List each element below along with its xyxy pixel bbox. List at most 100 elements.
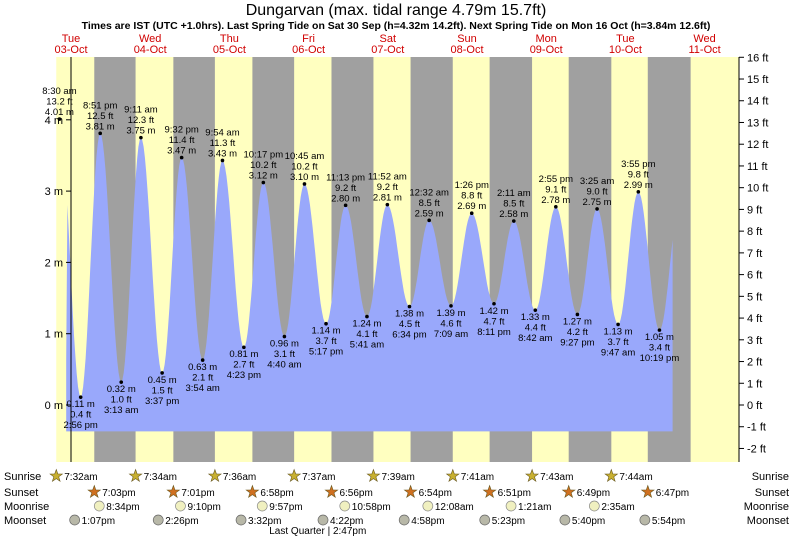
- sunrise-time: 7:32am: [64, 472, 97, 483]
- tide-point: [512, 219, 516, 223]
- tide-label: 3.1 ft: [274, 349, 295, 360]
- tide-label: 12:32 am: [409, 187, 449, 198]
- y-tick-label: 12 ft: [747, 139, 768, 151]
- sunset-icon: [482, 484, 497, 499]
- y-tick-label: 4 ft: [747, 313, 762, 325]
- moonset-time: 4:58pm: [411, 516, 444, 527]
- tide-label: 3:55 pm: [621, 159, 655, 170]
- tide-point: [220, 158, 225, 163]
- tide-label: 1.27 m: [563, 316, 592, 327]
- astro-row-label: Sunset: [755, 487, 789, 499]
- tide-point: [616, 322, 620, 327]
- sunset-icon: [561, 484, 576, 499]
- day-name: Tue: [616, 33, 635, 45]
- sunset-icon: [87, 484, 102, 499]
- moonset-icon: [235, 514, 247, 526]
- y-tick-label: 3 m: [45, 186, 63, 198]
- sunset-time: 7:01pm: [181, 488, 214, 499]
- tide-label: 8:30 am: [42, 86, 76, 97]
- tide-point: [343, 203, 348, 208]
- tide-point: [98, 131, 103, 136]
- tide-label: 4.5 ft: [399, 319, 420, 330]
- tide-label: 2.75 m: [583, 197, 612, 208]
- tide-point: [407, 304, 412, 309]
- moonrise-icon: [256, 500, 268, 512]
- astro-row-label: Sunrise: [752, 471, 789, 483]
- day-date: 05-Oct: [213, 44, 246, 56]
- tide-label: 2:56 pm: [64, 420, 98, 431]
- tide-label: 8:42 am: [518, 333, 552, 344]
- tide-point: [427, 218, 431, 223]
- sunrise-icon: [287, 468, 302, 483]
- moonset-icon: [69, 514, 81, 526]
- tide-point: [139, 135, 143, 140]
- sunrise-time: 7:41am: [461, 472, 494, 483]
- tide-label: 4:40 am: [267, 360, 301, 371]
- moonrise-icon: [505, 500, 517, 512]
- tide-point: [469, 211, 474, 216]
- tide-label: 8.8 ft: [461, 191, 482, 202]
- tide-label: 9.1 ft: [545, 184, 566, 195]
- tide-point: [595, 207, 599, 211]
- sunrise-icon: [207, 468, 222, 483]
- sunrise-icon: [604, 468, 619, 483]
- moonset-icon: [317, 514, 329, 526]
- tide-label: 4.2 ft: [567, 327, 588, 338]
- tide-point: [533, 308, 538, 312]
- tide-label: 3.75 m: [126, 126, 155, 137]
- tide-label: 11:52 am: [368, 172, 407, 183]
- moonrise-icon: [422, 500, 434, 512]
- tide-label: 2.58 m: [499, 209, 528, 220]
- sunrise-icon: [525, 468, 540, 483]
- sunset-time: 6:47pm: [656, 488, 689, 499]
- tide-label: 1.42 m: [479, 306, 508, 317]
- astro-row-label: Moonset: [747, 515, 789, 527]
- tide-label: 13.2 ft: [46, 97, 73, 108]
- tide-point: [78, 395, 83, 399]
- moonset-time: 5:54pm: [652, 516, 685, 527]
- tide-label: 1.14 m: [312, 326, 341, 337]
- tide-label: 2.81 m: [373, 193, 402, 204]
- tide-point: [200, 358, 205, 362]
- sunset-icon: [324, 484, 339, 499]
- moonrise-icon: [175, 500, 186, 512]
- day-date: 04-Oct: [134, 44, 167, 56]
- y-tick-label: 11 ft: [747, 161, 768, 173]
- tide-point: [179, 155, 184, 160]
- tide-label: 1.5 ft: [152, 385, 173, 396]
- moonrise-time: 12:08am: [435, 502, 474, 513]
- tide-label: 2.7 ft: [233, 360, 254, 371]
- tide-label: 6:34 pm: [392, 330, 426, 341]
- astro-row-label: Moonrise: [4, 501, 49, 513]
- tide-label: 2:11 am: [497, 188, 531, 199]
- tide-label: 0.96 m: [270, 339, 299, 350]
- tide-label: 1.13 m: [604, 326, 633, 337]
- y-tick-label: 0 ft: [747, 400, 762, 412]
- tide-point: [492, 301, 496, 306]
- tide-label: 4.4 ft: [525, 323, 546, 334]
- tide-label: 2.80 m: [331, 193, 360, 204]
- moonset-time: 1:07pm: [82, 516, 115, 527]
- moonset-time: 4:22pm: [330, 516, 363, 527]
- tide-label: 8.5 ft: [503, 199, 524, 210]
- tide-label: 9:47 am: [601, 347, 635, 358]
- tide-point: [636, 190, 641, 194]
- tide-label: 0.81 m: [229, 349, 258, 360]
- tide-label: 4.01 m: [45, 107, 74, 118]
- tide-label: 3:37 pm: [145, 396, 179, 407]
- y-tick-label: 10 ft: [747, 183, 768, 195]
- sunrise-time: 7:36am: [223, 472, 256, 483]
- y-tick-label: 16 ft: [747, 52, 768, 64]
- tide-label: 12.5 ft: [87, 111, 114, 122]
- tide-label: 3.12 m: [249, 171, 278, 182]
- tide-label: 9.8 ft: [628, 169, 649, 180]
- moonset-icon: [152, 514, 164, 526]
- tide-label: 10:17 pm: [244, 150, 284, 161]
- tide-label: 9.2 ft: [335, 183, 356, 194]
- tide-point: [365, 314, 369, 319]
- day-name: Mon: [535, 33, 556, 45]
- tide-label: 1.38 m: [395, 309, 424, 320]
- tide-label: 8:11 pm: [477, 327, 511, 338]
- sunset-time: 6:49pm: [577, 488, 610, 499]
- tide-label: 3.7 ft: [315, 336, 336, 347]
